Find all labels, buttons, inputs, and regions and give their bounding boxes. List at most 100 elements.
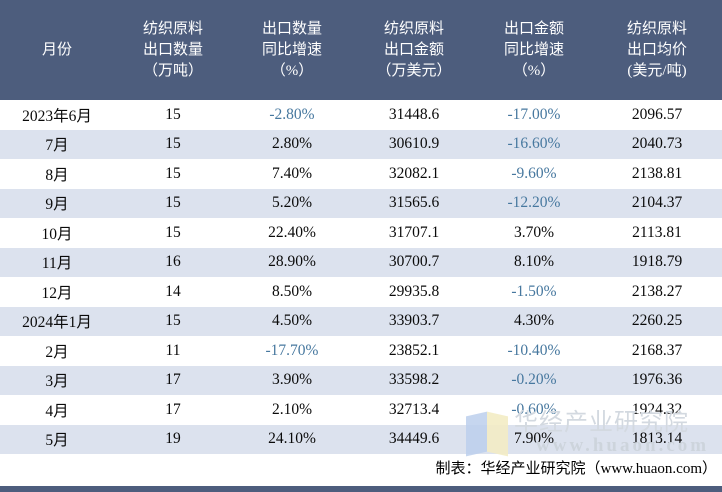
export-data-table: 月份 纺织原料 出口数量 （万吨） 出口数量 同比增速 （%） 纺织原料 出口金… [0, 0, 722, 454]
cell-amount-yoy: -17.00% [507, 105, 561, 123]
table-row: 5月 19 24.10% 34449.6 7.90% 1813.14 [0, 424, 722, 454]
bottom-bar [0, 486, 722, 492]
col-header-qty-yoy: 出口数量 同比增速 （%） [232, 0, 352, 100]
col-header-label: 出口均价 [626, 41, 687, 58]
col-header-label: 同比增速 [503, 41, 564, 58]
col-header-label: 出口金额 [383, 41, 444, 58]
cell-qty-yoy: 22.40% [268, 223, 316, 241]
cell-qty: 14 [165, 282, 181, 300]
table-row: 8月 15 7.40% 32082.1 -9.60% 2138.81 [0, 159, 722, 189]
cell-month: 3月 [45, 373, 69, 391]
cell-price: 1976.36 [631, 371, 683, 389]
cell-amount-yoy: -0.60% [511, 400, 557, 418]
cell-qty-yoy: 2.80% [271, 135, 313, 153]
cell-qty: 15 [165, 135, 181, 153]
table-row: 7月 15 2.80% 30610.9 -16.60% 2040.73 [0, 129, 722, 159]
col-header-month: 月份 [0, 0, 114, 100]
col-header-label: 月份 [41, 41, 72, 58]
cell-month: 2023年6月 [22, 107, 92, 125]
cell-qty-yoy: 24.10% [268, 430, 316, 448]
credit-line: 制表：华经产业研究院（www.huaon.com） [435, 461, 717, 477]
cell-amount-yoy: 8.10% [513, 253, 555, 271]
cell-qty: 15 [165, 105, 181, 123]
col-header-label: （万美元） [376, 62, 452, 79]
cell-month: 11月 [41, 255, 73, 273]
col-header-label: 纺织原料 [142, 20, 203, 37]
cell-price: 2040.73 [631, 135, 683, 153]
cell-qty-yoy: 7.40% [271, 164, 313, 182]
cell-amount-yoy: -0.20% [511, 371, 557, 389]
cell-amount-yoy: 7.90% [513, 430, 555, 448]
cell-price: 2138.27 [631, 282, 683, 300]
cell-qty-yoy: 28.90% [268, 253, 316, 271]
cell-qty-yoy: 2.10% [271, 400, 313, 418]
cell-amount: 32082.1 [388, 164, 440, 182]
cell-qty: 11 [165, 341, 181, 359]
col-header-amount-yoy: 出口金额 同比增速 （%） [476, 0, 592, 100]
cell-amount: 31707.1 [388, 223, 440, 241]
cell-month: 10月 [41, 225, 73, 243]
cell-amount-yoy: 3.70% [513, 223, 555, 241]
cell-qty-yoy: 4.50% [271, 312, 313, 330]
cell-price: 1813.14 [631, 430, 683, 448]
cell-amount: 31448.6 [388, 105, 440, 123]
cell-qty-yoy: 8.50% [271, 282, 313, 300]
cell-qty-yoy: 5.20% [271, 194, 313, 212]
cell-qty: 15 [165, 223, 181, 241]
cell-qty-yoy: -2.80% [269, 105, 315, 123]
col-header-label: 纺织原料 [626, 20, 687, 37]
cell-amount: 29935.8 [388, 282, 440, 300]
col-header-label: （万吨） [142, 62, 203, 79]
cell-amount: 30700.7 [388, 253, 440, 271]
cell-month: 2024年1月 [22, 314, 92, 332]
cell-qty-yoy: -17.70% [265, 341, 319, 359]
col-header-label: （%） [270, 62, 314, 79]
table-row: 9月 15 5.20% 31565.6 -12.20% 2104.37 [0, 188, 722, 218]
cell-price: 2168.37 [631, 341, 683, 359]
cell-amount: 23852.1 [388, 341, 440, 359]
col-header-price: 纺织原料 出口均价 (美元/吨) [592, 0, 722, 100]
cell-price: 2113.81 [632, 223, 682, 241]
col-header-label: 出口数量 [142, 41, 203, 58]
cell-amount: 30610.9 [388, 135, 440, 153]
cell-month: 12月 [41, 284, 73, 302]
cell-amount: 33598.2 [388, 371, 440, 389]
cell-amount-yoy: -10.40% [507, 341, 561, 359]
col-header-label: 纺织原料 [383, 20, 444, 37]
cell-month: 5月 [45, 432, 69, 450]
table-row: 10月 15 22.40% 31707.1 3.70% 2113.81 [0, 218, 722, 248]
cell-amount: 33903.7 [388, 312, 440, 330]
cell-amount-yoy: -12.20% [507, 194, 561, 212]
cell-month: 8月 [45, 166, 69, 184]
col-header-label: 出口数量 [261, 20, 322, 37]
cell-month: 2月 [45, 343, 69, 361]
cell-amount: 32713.4 [388, 400, 440, 418]
table-row: 12月 14 8.50% 29935.8 -1.50% 2138.27 [0, 277, 722, 307]
col-header-qty: 纺织原料 出口数量 （万吨） [114, 0, 232, 100]
cell-price: 2260.25 [631, 312, 683, 330]
col-header-label: 出口金额 [503, 20, 564, 37]
cell-month: 9月 [45, 196, 69, 214]
cell-price: 2138.81 [631, 164, 683, 182]
table-row: 4月 17 2.10% 32713.4 -0.60% 1924.32 [0, 395, 722, 425]
cell-price: 2096.57 [631, 105, 683, 123]
cell-amount-yoy: -1.50% [511, 282, 557, 300]
table-row: 2023年6月 15 -2.80% 31448.6 -17.00% 2096.5… [0, 100, 722, 130]
table-row: 2024年1月 15 4.50% 33903.7 4.30% 2260.25 [0, 306, 722, 336]
cell-qty-yoy: 3.90% [271, 371, 313, 389]
cell-amount-yoy: -9.60% [511, 164, 557, 182]
cell-price: 1918.79 [631, 253, 683, 271]
cell-qty: 15 [165, 312, 181, 330]
cell-qty: 15 [165, 164, 181, 182]
cell-price: 2104.37 [631, 194, 683, 212]
table-row: 11月 16 28.90% 30700.7 8.10% 1918.79 [0, 247, 722, 277]
col-header-amount: 纺织原料 出口金额 （万美元） [352, 0, 476, 100]
cell-month: 4月 [45, 402, 69, 420]
cell-qty: 15 [165, 194, 181, 212]
cell-amount: 31565.6 [388, 194, 440, 212]
col-header-label: （%） [512, 62, 556, 79]
cell-price: 1924.32 [631, 400, 683, 418]
cell-qty: 17 [165, 371, 181, 389]
cell-amount-yoy: 4.30% [513, 312, 555, 330]
cell-qty: 16 [165, 253, 181, 271]
